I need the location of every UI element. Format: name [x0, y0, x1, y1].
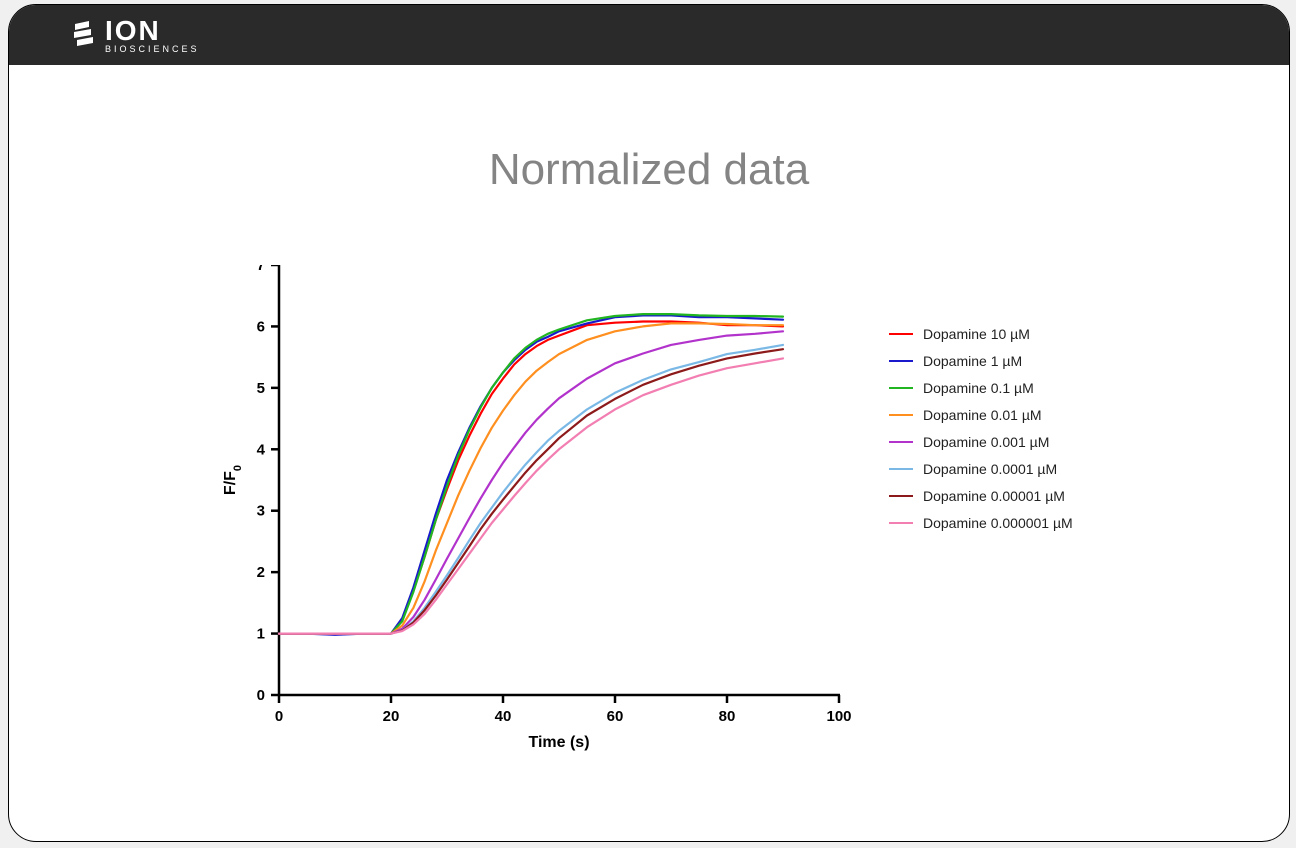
svg-text:6: 6 [257, 318, 265, 335]
legend-item: Dopamine 0.1 µM [889, 374, 1073, 401]
legend-item: Dopamine 0.01 µM [889, 401, 1073, 428]
svg-text:20: 20 [383, 708, 400, 725]
content-area: Normalized data 0 20 40 60 80 100 0 1 2 3 4 5 6 7 Time… [9, 65, 1289, 841]
legend-item: Dopamine 1 µM [889, 347, 1073, 374]
legend-item: Dopamine 0.000001 µM [889, 509, 1073, 536]
svg-text:1: 1 [257, 626, 265, 643]
svg-text:60: 60 [607, 708, 624, 725]
chart-title: Normalized data [9, 145, 1289, 195]
legend-label: Dopamine 0.01 µM [923, 407, 1042, 423]
legend-item: Dopamine 10 µM [889, 320, 1073, 347]
legend-label: Dopamine 0.000001 µM [923, 515, 1073, 531]
header-bar: ION BIOSCIENCES [9, 5, 1289, 65]
svg-text:0: 0 [257, 687, 265, 704]
legend-swatch [889, 333, 913, 335]
line-chart: 0 20 40 60 80 100 0 1 2 3 4 5 6 7 Time (s) F/F0 [219, 265, 859, 785]
legend-label: Dopamine 10 µM [923, 326, 1030, 342]
logo-mark-icon [69, 20, 99, 50]
svg-text:7: 7 [257, 265, 265, 274]
legend-swatch [889, 522, 913, 524]
legend-label: Dopamine 0.0001 µM [923, 461, 1057, 477]
logo-main: ION [105, 17, 200, 45]
legend-item: Dopamine 0.0001 µM [889, 455, 1073, 482]
legend-swatch [889, 495, 913, 497]
legend-label: Dopamine 0.00001 µM [923, 488, 1065, 504]
legend-item: Dopamine 0.001 µM [889, 428, 1073, 455]
legend-label: Dopamine 1 µM [923, 353, 1022, 369]
legend-swatch [889, 360, 913, 362]
chart-container: 0 20 40 60 80 100 0 1 2 3 4 5 6 7 Time (s) F/F0 Dopamin… [219, 265, 1079, 785]
svg-text:2: 2 [257, 564, 265, 581]
card-container: ION BIOSCIENCES Normalized data 02040608… [8, 4, 1290, 842]
svg-text:80: 80 [719, 708, 736, 725]
legend-swatch [889, 387, 913, 389]
legend-swatch [889, 441, 913, 443]
svg-text:3: 3 [257, 503, 265, 520]
logo-text: ION BIOSCIENCES [105, 17, 200, 54]
logo-sub: BIOSCIENCES [105, 45, 200, 54]
svg-text:5: 5 [257, 380, 265, 397]
legend-label: Dopamine 0.1 µM [923, 380, 1034, 396]
legend-item: Dopamine 0.00001 µM [889, 482, 1073, 509]
legend: Dopamine 10 µM Dopamine 1 µM Dopamine 0.1 … [889, 320, 1073, 536]
svg-text:4: 4 [257, 441, 266, 458]
legend-label: Dopamine 0.001 µM [923, 434, 1049, 450]
svg-text:100: 100 [826, 708, 851, 725]
brand-logo: ION BIOSCIENCES [69, 17, 200, 54]
svg-text:0: 0 [275, 708, 283, 725]
svg-text:40: 40 [495, 708, 512, 725]
legend-swatch [889, 468, 913, 470]
svg-text:F/F0: F/F0 [222, 465, 244, 495]
svg-text:Time (s): Time (s) [528, 734, 589, 751]
legend-swatch [889, 414, 913, 416]
